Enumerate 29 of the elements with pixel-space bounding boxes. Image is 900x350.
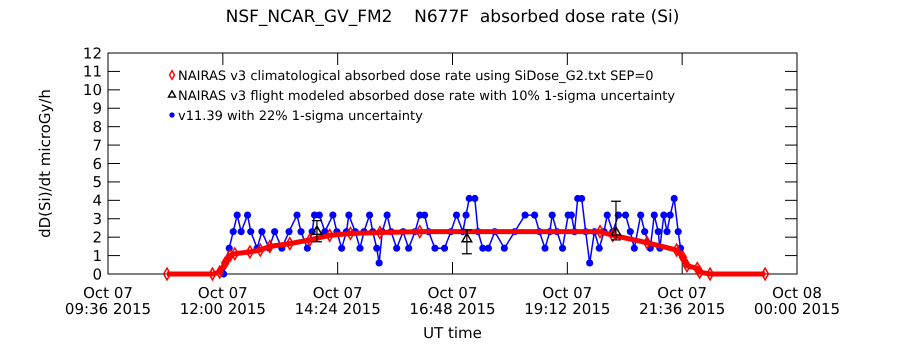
y-tick-label: 10 — [82, 81, 102, 100]
x-axis-title: UT time — [423, 324, 482, 342]
point — [461, 232, 472, 243]
y-tick-label: 7 — [92, 136, 102, 154]
y-tick-label: 5 — [92, 173, 102, 192]
legend-label: NAIRAS v3 climatological absorbed dose rate using SiDose_G2.txt SEP=0 — [178, 69, 654, 84]
legend-label: NAIRAS v3 flight modeled absorbed dose rate with 10% 1-sigma uncertainty — [178, 89, 676, 104]
chart-title: NSF_NCAR_GV_FM2 N677F absorbed dose rate (Si) — [226, 7, 680, 27]
y-tick-label: 3 — [92, 210, 102, 228]
y-tick-label: 2 — [92, 228, 102, 246]
x-tick-label: Oct 07 09:36 2015 — [64, 284, 152, 318]
y-axis-title: dD(Si)/dt microGy/h — [36, 89, 54, 238]
point — [311, 225, 322, 236]
point — [610, 226, 622, 236]
x-tick-label: Oct 07 21:36 2015 — [639, 284, 726, 318]
y-tick-label: 6 — [92, 154, 102, 173]
y-tick-label: 9 — [92, 100, 102, 118]
y-tick-label: 8 — [92, 118, 102, 136]
x-tick-label: Oct 07 14:24 2015 — [294, 284, 381, 318]
y-tick-label: 4 — [92, 192, 102, 210]
x-tick-label: Oct 07 16:48 2015 — [409, 284, 496, 318]
y-tick-label: 0 — [92, 265, 102, 284]
y-tick-label: 12 — [82, 44, 102, 62]
legend-label: v11.39 with 22% 1-sigma uncertainty — [178, 109, 424, 124]
y-tick-label: 1 — [92, 246, 102, 265]
x-tick-label: Oct 08 00:00 2015 — [754, 284, 840, 318]
y-tick-label: 11 — [82, 62, 102, 81]
x-tick-label: Oct 07 19:12 2015 — [524, 284, 610, 318]
x-tick-label: Oct 07 12:00 2015 — [180, 284, 266, 318]
